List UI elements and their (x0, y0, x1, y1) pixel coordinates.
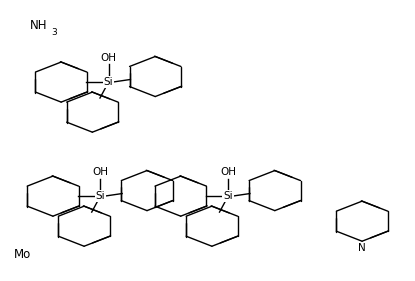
Text: NH: NH (30, 19, 48, 32)
Text: 3: 3 (52, 28, 57, 37)
Text: Mo: Mo (14, 248, 31, 261)
Text: OH: OH (92, 167, 108, 177)
Text: OH: OH (100, 53, 117, 63)
Text: OH: OH (220, 167, 236, 177)
Text: Si: Si (95, 191, 105, 201)
Text: N: N (358, 243, 366, 253)
Text: Si: Si (223, 191, 233, 201)
Text: Si: Si (104, 77, 113, 87)
